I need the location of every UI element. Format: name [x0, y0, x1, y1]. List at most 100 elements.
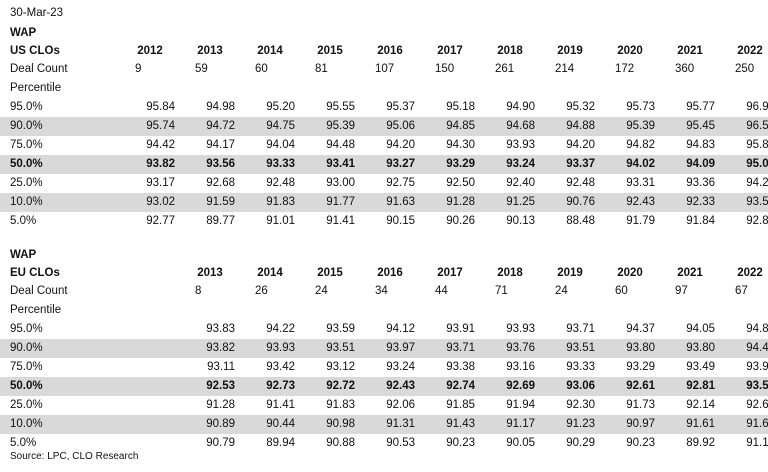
percentile-row: 95.0% 93.83 94.22 93.59 94.12 93.91 93.93 93.71…: [0, 320, 768, 339]
table-cell: 91.83: [326, 399, 355, 411]
table-cell: 91.79: [626, 215, 655, 227]
table-cell: 93.36: [686, 177, 715, 189]
deal-count-cell: 261: [495, 63, 515, 75]
table-cell: 93.16: [506, 361, 535, 373]
deal-count-row: Deal Count 8 26 24 34 44 71 24 60 97 67: [0, 282, 768, 301]
deal-count-cell: 67: [735, 285, 748, 297]
table-cell: 94.82: [626, 139, 655, 151]
year-header: 2017: [437, 45, 463, 57]
deal-count-cell: 81: [315, 63, 328, 75]
table-cell: 91.63: [386, 196, 415, 208]
table-cell: 95.77: [686, 101, 715, 113]
table-cell: 92.77: [146, 215, 175, 227]
table-cell: 95.06: [386, 120, 415, 132]
deal-count-cell: 250: [735, 63, 755, 75]
table-cell: 92.88: [746, 215, 768, 227]
table-cell: 93.17: [146, 177, 175, 189]
deal-count-cell: 60: [255, 63, 268, 75]
row-label: 25.0%: [10, 399, 43, 411]
table-cell: 91.41: [326, 215, 355, 227]
table-cell: 96.96: [746, 101, 768, 113]
deal-count-cell: 71: [495, 285, 508, 297]
table-cell: 94.75: [266, 120, 295, 132]
table-cell: 90.29: [566, 437, 595, 449]
year-header: 2014: [257, 45, 283, 57]
table-cell: 95.39: [626, 120, 655, 132]
table-cell: 94.42: [146, 139, 175, 151]
table-cell: 93.51: [566, 342, 595, 354]
deal-count-cell: 24: [555, 285, 568, 297]
row-label: 10.0%: [10, 196, 43, 208]
percentile-row: 25.0% 93.17 92.68 92.48 93.00 92.75 92.50 92.40…: [0, 174, 768, 193]
table-cell: 91.28: [446, 196, 475, 208]
deal-count-row: Deal Count 9 59 60 81 107 150 261 214 172 360 250: [0, 60, 768, 79]
table-cell: 90.89: [206, 418, 235, 430]
percentile-row: 10.0% 93.02 91.59 91.83 91.77 91.63 91.28 91.25…: [0, 193, 768, 212]
year-header: 2020: [617, 45, 643, 57]
table-cell: 93.80: [626, 342, 655, 354]
table-cell: 91.65: [746, 418, 768, 430]
table-cell: 93.38: [446, 361, 475, 373]
table-cell: 91.18: [746, 437, 768, 449]
table-cell: 93.24: [386, 361, 415, 373]
year-header: 2013: [197, 45, 223, 57]
table-cell: 94.45: [746, 342, 768, 354]
table-cell: 90.98: [326, 418, 355, 430]
percentile-row: 50.0% 93.82 93.56 93.33 93.41 93.27 93.29 93.24…: [0, 155, 768, 174]
year-header: 2019: [557, 45, 583, 57]
table-cell: 93.93: [266, 342, 295, 354]
table-cell: 92.40: [506, 177, 535, 189]
year-header: 2020: [617, 267, 643, 279]
table-cell: 95.84: [146, 101, 175, 113]
table-cell: 94.85: [446, 120, 475, 132]
table-cell: 89.94: [266, 437, 295, 449]
table-cell: 91.43: [446, 418, 475, 430]
year-header: 2018: [497, 267, 523, 279]
table-cell: 92.30: [566, 399, 595, 411]
table-cell: 93.93: [506, 323, 535, 335]
table-cell: 93.71: [566, 323, 595, 335]
table-cell: 91.83: [266, 196, 295, 208]
table-cell: 93.76: [506, 342, 535, 354]
table-title: WAP: [10, 27, 37, 39]
table-cell: 91.31: [386, 418, 415, 430]
row-label: Percentile: [10, 304, 62, 316]
table-cell: 92.43: [386, 380, 415, 392]
table-cell: 96.56: [746, 120, 768, 132]
table-cell: 94.83: [686, 139, 715, 151]
deal-count-cell: 34: [375, 285, 388, 297]
table-cell: 92.53: [206, 380, 235, 392]
deal-count-cell: 24: [315, 285, 328, 297]
table-cell: 92.73: [266, 380, 295, 392]
table-cell: 90.13: [506, 215, 535, 227]
table-cell: 90.53: [386, 437, 415, 449]
table-cell: 89.77: [206, 215, 235, 227]
table-cell: 94.48: [326, 139, 355, 151]
table-cell: 94.85: [746, 323, 768, 335]
table-cell: 94.22: [266, 323, 295, 335]
table-cell: 93.33: [566, 361, 595, 373]
row-label: 5.0%: [10, 215, 37, 227]
table-cell: 90.44: [266, 418, 295, 430]
table-cell: 93.29: [626, 361, 655, 373]
row-label: 90.0%: [10, 120, 43, 132]
percentile-row: 75.0% 94.42 94.17 94.04 94.48 94.20 94.30 93.93…: [0, 136, 768, 155]
table-cell: 92.48: [566, 177, 595, 189]
year-header: 2016: [377, 45, 403, 57]
table-cell: 94.20: [566, 139, 595, 151]
table-cell: 91.94: [506, 399, 535, 411]
percentile-row: 10.0% 90.89 90.44 90.98 91.31 91.43 91.17 91.23…: [0, 415, 768, 434]
row-label: 95.0%: [10, 101, 43, 113]
table-cell: 92.69: [506, 380, 535, 392]
table-cell: 95.45: [686, 120, 715, 132]
table-cell: 94.23: [746, 177, 768, 189]
table-subtitle: EU CLOs: [10, 267, 60, 279]
table-cell: 93.59: [326, 323, 355, 335]
year-header: 2018: [497, 45, 523, 57]
deal-count-cell: 360: [675, 63, 695, 75]
table-cell: 94.68: [506, 120, 535, 132]
table-cell: 93.06: [566, 380, 595, 392]
table-cell: 90.23: [626, 437, 655, 449]
table-cell: 93.82: [146, 158, 175, 170]
table-cell: 93.51: [326, 342, 355, 354]
